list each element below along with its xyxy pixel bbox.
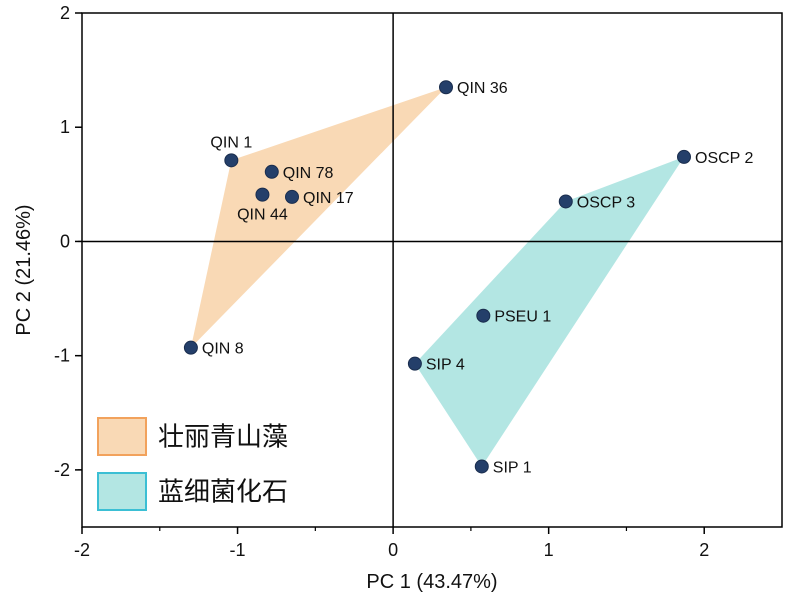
x-tick-label: 0	[388, 540, 398, 560]
data-point	[474, 459, 489, 474]
group-hull-layer	[190, 87, 684, 467]
data-point-label: QIN 78	[283, 165, 334, 182]
y-axis-title: PC 2 (21.46%)	[13, 204, 35, 335]
y-tick-label: -2	[54, 460, 70, 480]
data-point-label: QIN 8	[202, 341, 244, 358]
legend-label-1: 蓝细菌化石	[158, 478, 288, 508]
data-point	[677, 149, 691, 164]
x-axis-title: PC 1 (43.47%)	[366, 571, 497, 593]
y-tick-label: 2	[60, 3, 70, 23]
data-point	[439, 80, 453, 95]
data-point-label: SIP 1	[493, 459, 532, 476]
y-tick-label: -1	[54, 346, 70, 366]
data-point	[255, 187, 270, 202]
points-layer: QIN 36 QIN 1 QIN 78 QIN 44 QIN 17 QIN 8 OSCP 2…	[183, 80, 754, 476]
axes-layer: -2 -1 0 1 2 -2 -1 0 1 2	[54, 3, 783, 560]
data-point	[285, 189, 299, 204]
data-point	[407, 356, 422, 371]
data-point-label: SIP 4	[426, 357, 465, 374]
data-point	[183, 340, 198, 355]
y-tick-label: 1	[60, 117, 70, 137]
group-hull-0	[190, 87, 446, 348]
data-point	[558, 194, 573, 209]
x-tick-label: -1	[230, 540, 246, 560]
x-tick-label: 1	[544, 540, 554, 560]
data-point-label: PSEU 1	[494, 309, 551, 326]
data-point-label: OSCP 2	[695, 150, 754, 167]
data-point-label: QIN 1	[210, 134, 252, 151]
legend-swatch-0	[97, 417, 147, 456]
x-tick-label: -2	[74, 540, 90, 560]
legend-label-0: 壮丽青山藻	[158, 423, 288, 453]
data-point-label: QIN 44	[237, 207, 288, 224]
x-tick-label: 2	[699, 540, 709, 560]
data-point	[264, 164, 279, 179]
data-point-label: QIN 36	[457, 80, 508, 97]
data-point-label: QIN 17	[303, 190, 354, 207]
y-tick-label: 0	[60, 231, 70, 251]
legend-swatch-1	[97, 472, 147, 511]
plot-frame	[81, 12, 783, 528]
data-point	[476, 308, 491, 323]
group-hull-1	[414, 156, 684, 467]
data-point	[224, 153, 239, 168]
data-point-label: OSCP 3	[577, 194, 636, 211]
